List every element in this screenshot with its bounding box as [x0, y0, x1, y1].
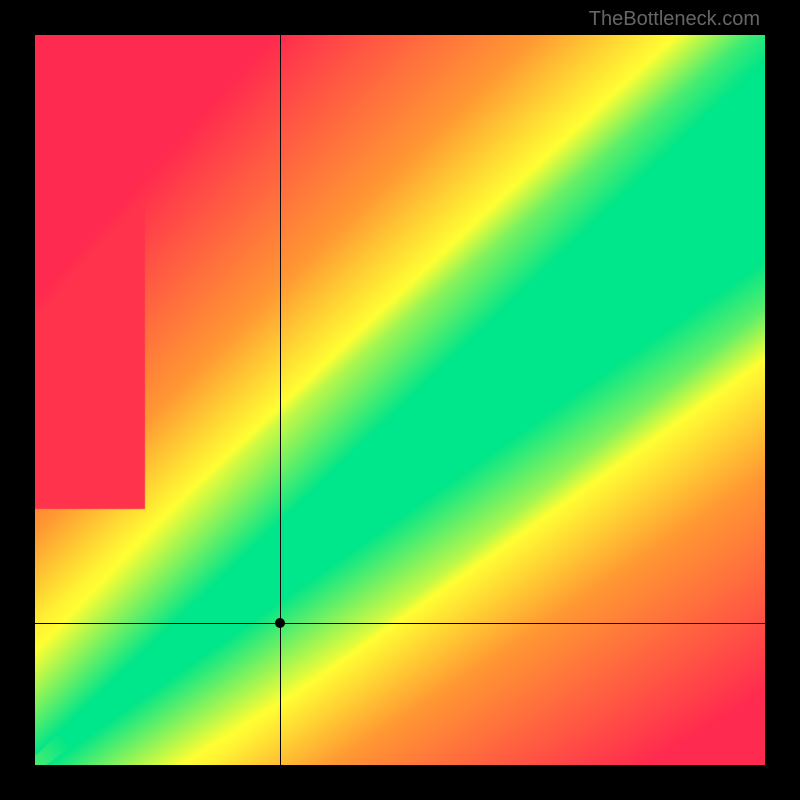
crosshair-point	[275, 618, 285, 628]
watermark-text: TheBottleneck.com	[589, 8, 760, 31]
heatmap-plot	[35, 35, 765, 765]
crosshair-horizontal	[35, 623, 765, 624]
crosshair-vertical	[280, 35, 281, 765]
heatmap-canvas	[35, 35, 765, 765]
